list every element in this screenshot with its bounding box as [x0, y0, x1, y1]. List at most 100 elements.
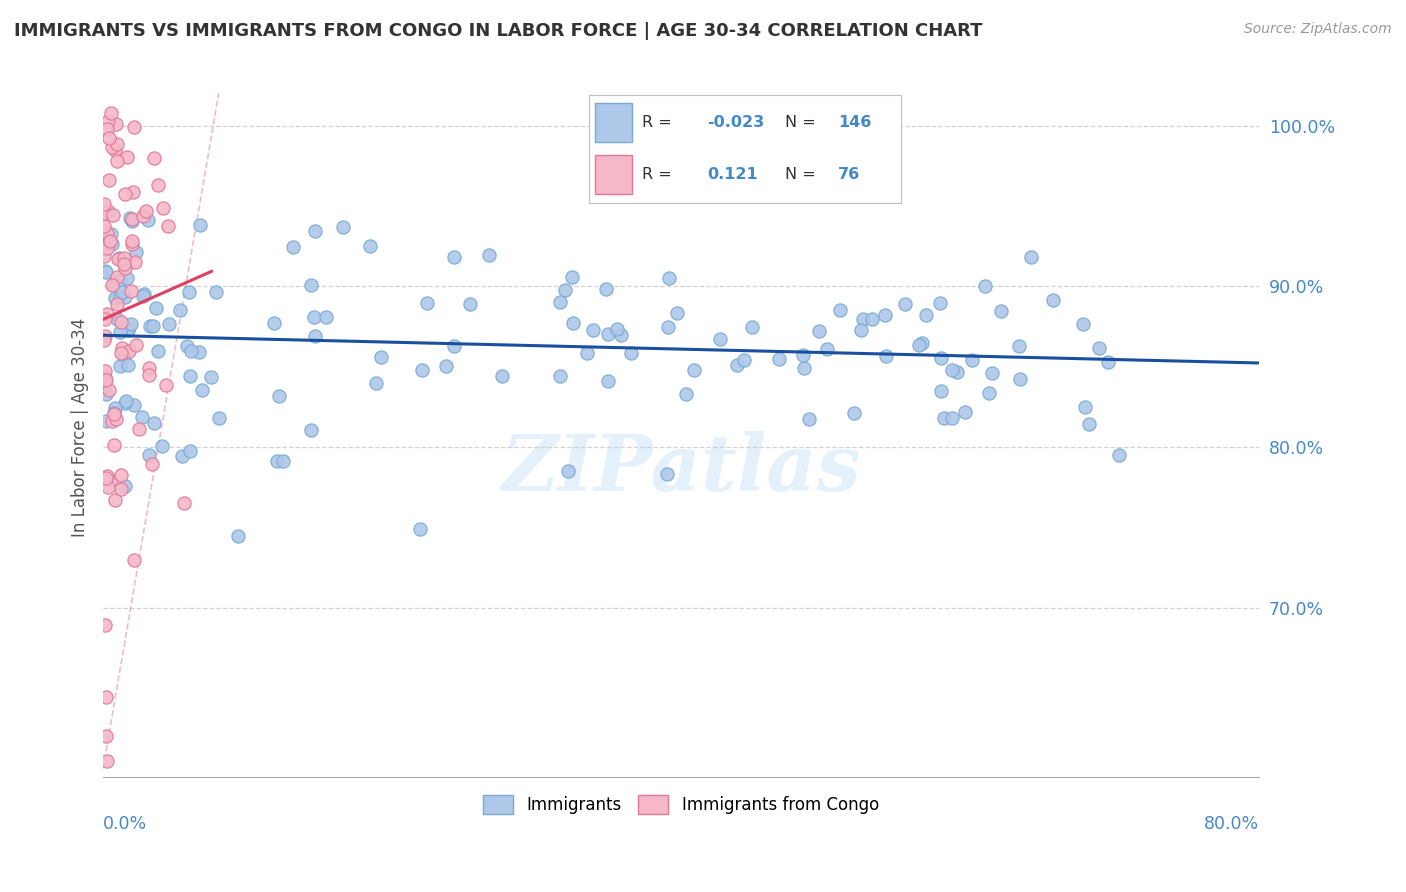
Point — [108, 272, 131, 286]
Point — [155, 378, 177, 392]
Point — [101, 208, 124, 222]
Point — [657, 467, 679, 482]
Point — [122, 398, 145, 412]
Point — [93, 219, 115, 233]
Point — [1088, 342, 1111, 356]
Point — [443, 250, 465, 264]
Point — [115, 271, 138, 285]
Point — [101, 414, 124, 428]
Point — [104, 493, 127, 508]
Point — [138, 360, 160, 375]
Point — [138, 448, 160, 462]
Point — [830, 302, 852, 317]
Point — [491, 368, 513, 383]
Point — [104, 291, 127, 305]
Point — [409, 522, 432, 536]
Point — [150, 439, 173, 453]
Point — [366, 376, 388, 390]
Point — [93, 311, 115, 326]
Point — [411, 363, 433, 377]
Point — [915, 308, 938, 322]
Point — [929, 384, 952, 398]
Point — [315, 310, 337, 324]
Point — [200, 369, 222, 384]
Point — [96, 307, 118, 321]
Point — [124, 120, 146, 135]
Point — [157, 317, 180, 331]
Point — [96, 121, 118, 136]
Point — [121, 234, 143, 248]
Point — [108, 359, 131, 374]
Point — [98, 234, 121, 248]
Point — [768, 352, 790, 367]
Point — [128, 422, 150, 436]
Point — [851, 323, 873, 337]
Point — [941, 363, 963, 377]
Point — [96, 227, 118, 241]
Point — [733, 353, 755, 368]
Point — [609, 328, 631, 343]
Point — [793, 360, 815, 375]
Point — [138, 368, 160, 382]
Point — [179, 368, 201, 383]
Point — [815, 342, 838, 356]
Point — [606, 322, 628, 336]
Point — [304, 224, 326, 238]
Point — [875, 308, 897, 322]
Point — [208, 411, 231, 425]
Point — [111, 285, 134, 300]
Point — [945, 365, 967, 379]
Point — [741, 319, 763, 334]
Point — [114, 187, 136, 202]
Point — [101, 139, 124, 153]
Point — [94, 730, 117, 744]
Point — [962, 353, 984, 368]
Point — [974, 279, 997, 293]
Point — [97, 114, 120, 128]
Point — [100, 106, 122, 120]
Point — [124, 255, 146, 269]
Point — [1074, 401, 1097, 415]
Point — [94, 690, 117, 704]
Point — [132, 210, 155, 224]
Point — [112, 251, 135, 265]
Point — [145, 301, 167, 315]
Point — [271, 454, 294, 468]
Point — [115, 150, 138, 164]
Legend: Immigrants, Immigrants from Congo: Immigrants, Immigrants from Congo — [477, 789, 886, 821]
Point — [1008, 339, 1031, 353]
Point — [179, 444, 201, 458]
Point — [709, 332, 731, 346]
Point — [146, 178, 169, 192]
Point — [112, 257, 135, 271]
Point — [582, 323, 605, 337]
Point — [548, 368, 571, 383]
Point — [169, 302, 191, 317]
Point — [596, 327, 619, 342]
Point — [575, 345, 598, 359]
Point — [120, 284, 142, 298]
Point — [157, 219, 180, 233]
Point — [204, 285, 226, 299]
Point — [96, 373, 118, 387]
Point — [792, 347, 814, 361]
Point — [1071, 317, 1094, 331]
Point — [283, 240, 305, 254]
Point — [94, 371, 117, 385]
Point — [304, 329, 326, 343]
Point — [93, 368, 115, 382]
Point — [103, 405, 125, 419]
Point — [598, 374, 620, 388]
Point — [101, 278, 124, 293]
Point — [98, 383, 121, 397]
Point — [683, 363, 706, 377]
Point — [267, 389, 290, 403]
Point — [94, 618, 117, 632]
Point — [122, 552, 145, 566]
Point — [115, 394, 138, 409]
Point — [548, 295, 571, 310]
Point — [657, 320, 679, 334]
Point — [370, 351, 392, 365]
Point — [228, 529, 250, 543]
Point — [152, 202, 174, 216]
